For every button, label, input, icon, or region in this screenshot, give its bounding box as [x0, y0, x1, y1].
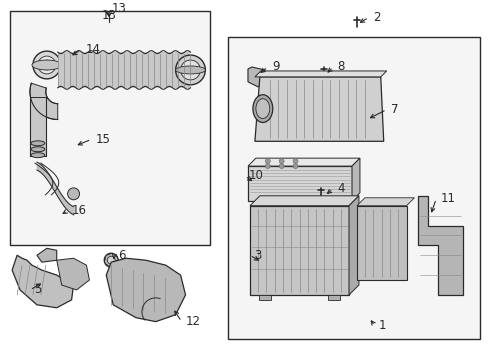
Text: 3: 3: [254, 249, 261, 262]
Circle shape: [265, 163, 270, 168]
Text: 14: 14: [85, 42, 100, 56]
Circle shape: [181, 60, 200, 80]
Bar: [259, 295, 271, 300]
Text: 6: 6: [118, 249, 125, 262]
Ellipse shape: [31, 147, 45, 152]
Polygon shape: [57, 258, 90, 290]
Ellipse shape: [32, 60, 62, 70]
Text: 2: 2: [373, 11, 380, 24]
Polygon shape: [106, 258, 186, 321]
Polygon shape: [250, 196, 359, 206]
Bar: [10, 10, 210, 246]
Polygon shape: [12, 255, 74, 308]
Ellipse shape: [31, 141, 45, 146]
Circle shape: [265, 159, 270, 163]
Polygon shape: [352, 158, 360, 201]
Circle shape: [33, 51, 61, 79]
Ellipse shape: [175, 66, 205, 74]
Circle shape: [293, 159, 298, 163]
Circle shape: [68, 188, 79, 200]
Polygon shape: [349, 196, 359, 295]
Text: 10: 10: [249, 170, 264, 183]
Bar: [228, 37, 480, 339]
Text: 5: 5: [34, 283, 41, 296]
Ellipse shape: [31, 153, 45, 158]
Polygon shape: [248, 158, 360, 166]
Polygon shape: [248, 67, 265, 87]
Circle shape: [104, 253, 118, 267]
Text: 8: 8: [337, 60, 344, 73]
Circle shape: [107, 256, 115, 264]
Polygon shape: [30, 83, 58, 120]
Ellipse shape: [256, 99, 270, 118]
Ellipse shape: [253, 95, 273, 122]
Polygon shape: [58, 52, 191, 88]
Text: 1: 1: [379, 319, 386, 332]
Circle shape: [38, 56, 56, 74]
Polygon shape: [357, 198, 415, 206]
Text: 13: 13: [102, 9, 117, 22]
Polygon shape: [255, 71, 387, 77]
Polygon shape: [418, 196, 463, 295]
Circle shape: [279, 159, 284, 163]
Polygon shape: [37, 248, 57, 262]
Circle shape: [42, 60, 52, 70]
Polygon shape: [357, 206, 407, 280]
Text: 11: 11: [440, 192, 455, 205]
Polygon shape: [248, 166, 352, 201]
Circle shape: [175, 55, 205, 85]
Polygon shape: [255, 77, 384, 141]
Text: 12: 12: [186, 315, 200, 328]
Text: 15: 15: [96, 133, 110, 146]
Text: 4: 4: [337, 183, 344, 195]
Circle shape: [279, 163, 284, 168]
Text: 7: 7: [391, 103, 398, 116]
Text: 9: 9: [272, 60, 279, 73]
Circle shape: [293, 163, 298, 168]
Polygon shape: [30, 97, 46, 156]
Text: 16: 16: [72, 204, 87, 217]
Bar: [328, 295, 340, 300]
Polygon shape: [250, 206, 349, 295]
Text: 13: 13: [111, 2, 126, 15]
